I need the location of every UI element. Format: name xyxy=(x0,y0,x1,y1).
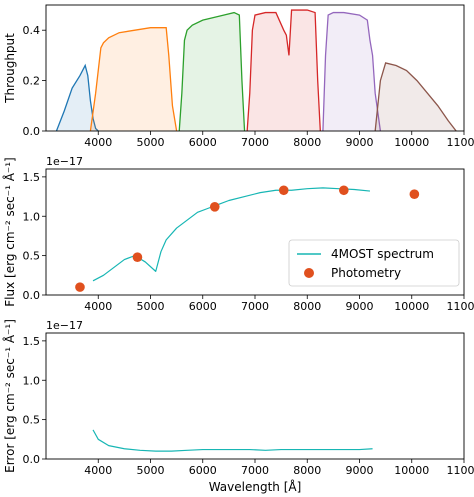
legend: 4MOST spectrum Photometry xyxy=(288,239,460,287)
x-tick-label: 6000 xyxy=(189,464,217,477)
filter-fill-5 xyxy=(322,12,381,131)
y-tick-label: 1.0 xyxy=(23,374,41,387)
legend-box xyxy=(288,239,460,287)
x-tick-label: 4000 xyxy=(84,300,112,313)
x-tick-label: 4000 xyxy=(84,136,112,149)
x-tick-label: 8000 xyxy=(293,136,321,149)
x-tick-label: 5000 xyxy=(137,300,165,313)
x-tick-label: 6000 xyxy=(189,136,217,149)
x-tick-label: 10000 xyxy=(394,300,429,313)
y-tick-label: 0.5 xyxy=(23,250,41,263)
y-axis-label: Error [erg cm⁻² sec⁻¹ Å⁻¹] xyxy=(2,319,17,473)
x-tick-label: 9000 xyxy=(346,300,374,313)
y-tick-label: 1.5 xyxy=(23,171,41,184)
x-tick-label: 7000 xyxy=(241,464,269,477)
filter-curve-6 xyxy=(374,62,457,131)
filter-fill-2 xyxy=(90,27,177,131)
x-tick-label: 10000 xyxy=(394,136,429,149)
y-tick-label: 0.0 xyxy=(23,453,41,466)
y-tick-label: 0.0 xyxy=(23,125,41,138)
photometry-point xyxy=(75,282,85,292)
plot-area xyxy=(75,185,420,292)
y-tick-label: 0.0 xyxy=(23,289,41,302)
y-tick-label: 0.2 xyxy=(23,75,41,88)
offset-text: 1e−17 xyxy=(46,155,83,168)
legend-entry-photometry: Photometry xyxy=(331,266,401,280)
x-tick-label: 6000 xyxy=(189,300,217,313)
axes-frame xyxy=(45,332,465,460)
filter-curve-3 xyxy=(178,11,246,131)
x-tick-label: 9000 xyxy=(346,464,374,477)
filter-fill-3 xyxy=(179,12,245,131)
x-tick-label: 5000 xyxy=(137,464,165,477)
filter-fill-6 xyxy=(375,62,457,131)
x-tick-label: 7000 xyxy=(241,300,269,313)
photometry-point xyxy=(409,189,420,199)
plot-area xyxy=(55,9,457,131)
y-tick-label: 0.4 xyxy=(23,24,41,37)
y-axis-label: Flux [erg cm⁻² sec⁻¹ Å⁻¹] xyxy=(2,157,17,306)
filter-curve-4 xyxy=(246,9,321,131)
x-tick-label: 7000 xyxy=(241,136,269,149)
x-tick-label: 9000 xyxy=(346,136,374,149)
x-axis-label: Wavelength [Å] xyxy=(209,479,302,494)
y-tick-label: 1.0 xyxy=(23,210,41,223)
x-tick-label: 8000 xyxy=(293,464,321,477)
x-tick-label: 10000 xyxy=(394,464,429,477)
filter-curve-5 xyxy=(322,11,382,131)
y-axis-label: Throughput xyxy=(3,33,17,104)
plot-area xyxy=(92,429,373,452)
legend-dot-swatch xyxy=(304,268,314,278)
x-tick-label: 4000 xyxy=(84,464,112,477)
legend-entry-spectrum: 4MOST spectrum xyxy=(331,247,434,261)
y-tick-label: 1.5 xyxy=(23,335,41,348)
y-tick-label: 0.5 xyxy=(23,414,41,427)
spectrum-line xyxy=(92,429,373,452)
photometry-point xyxy=(278,185,289,196)
photometry-point xyxy=(209,202,220,212)
x-tick-label: 5000 xyxy=(137,136,165,149)
x-tick-label: 8000 xyxy=(293,300,321,313)
offset-text: 1e−17 xyxy=(46,319,83,332)
photometry-point xyxy=(132,252,143,262)
filter-fill-4 xyxy=(247,10,321,131)
filter-curve-2 xyxy=(89,27,178,131)
photometry-point xyxy=(339,185,349,196)
filter-curve-1 xyxy=(55,63,99,131)
